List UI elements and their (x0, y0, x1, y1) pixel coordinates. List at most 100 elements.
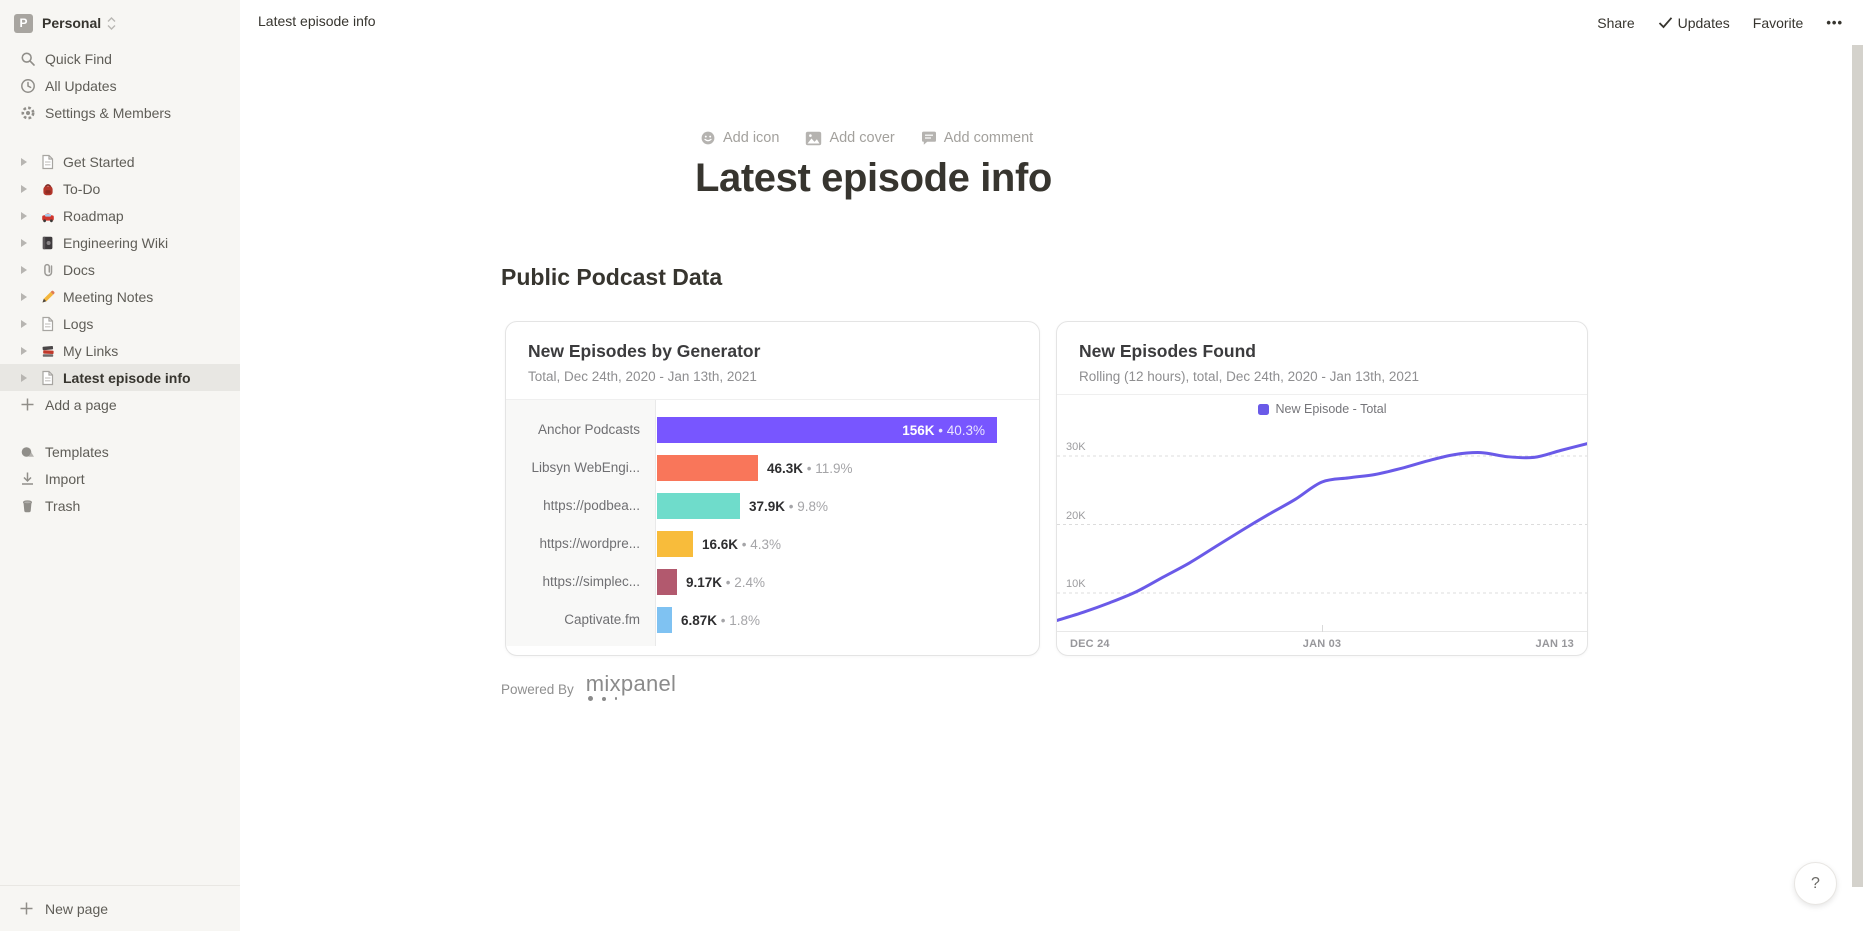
section-heading[interactable]: Public Podcast Data (501, 264, 723, 290)
y-tick-label: 10K (1066, 578, 1086, 590)
bar-value-label: 16.6K • 4.3% (702, 537, 782, 552)
bar (657, 607, 672, 633)
topbar-actions: Share Updates Favorite ••• (1597, 0, 1843, 45)
x-tick-label: JAN 13 (1535, 638, 1574, 650)
bar-chart-header: New Episodes by Generator Total, Dec 24t… (506, 322, 1039, 384)
bar-category-label: https://simplec... (542, 574, 640, 589)
line-chart-plot: 10K 20K 30K (1057, 421, 1587, 631)
backpack-icon (39, 180, 56, 197)
document-icon (39, 315, 56, 332)
vertical-scrollbar[interactable] (1852, 45, 1863, 887)
breadcrumb[interactable]: Latest episode info (258, 13, 376, 29)
sidebar-item-settings-members[interactable]: Settings & Members (0, 99, 240, 126)
y-tick-label: 20K (1066, 509, 1086, 522)
bar-chart-label-column: Anchor Podcasts Libsyn WebEngi... https://… (506, 400, 656, 646)
notebook-icon (39, 234, 56, 251)
line-chart-title: New Episodes Found (1079, 341, 1256, 361)
sidebar-page-meeting-notes[interactable]: Meeting Notes (0, 283, 240, 310)
bar (657, 493, 740, 519)
sidebar-page-get-started[interactable]: Get Started (0, 148, 240, 175)
sidebar-page-my-links[interactable]: My Links (0, 337, 240, 364)
divider (506, 399, 1039, 400)
bar-value-label: 46.3K • 11.9% (767, 461, 853, 476)
more-options-button[interactable]: ••• (1826, 15, 1843, 30)
add-icon-button[interactable]: Add icon (700, 130, 779, 146)
books-icon (39, 342, 56, 359)
pencil-icon (39, 288, 56, 305)
sidebar-item-templates[interactable]: Templates (0, 438, 240, 465)
help-button[interactable]: ? (1794, 862, 1837, 905)
line-series (1057, 442, 1587, 622)
expand-toggle-icon[interactable] (21, 373, 27, 382)
line-chart-header: New Episodes Found Rolling (12 hours), t… (1057, 322, 1587, 384)
new-page-button[interactable]: New page (0, 886, 240, 931)
updates-button[interactable]: Updates (1658, 15, 1730, 31)
sidebar-page-to-do[interactable]: To-Do (0, 175, 240, 202)
sidebar-item-quick-find[interactable]: Quick Find (0, 45, 240, 72)
page-title[interactable]: Latest episode info (695, 156, 1052, 200)
sidebar-page-logs[interactable]: Logs (0, 310, 240, 337)
expand-toggle-icon[interactable] (21, 238, 27, 247)
favorite-button[interactable]: Favorite (1752, 14, 1804, 31)
workspace-expand-icon (107, 16, 116, 30)
powered-by-mixpanel-link[interactable]: Powered By mixpanel (501, 672, 676, 706)
x-tick-mark (1322, 625, 1323, 632)
add-comment-button[interactable]: Add comment (921, 130, 1033, 146)
powered-by-label: Powered By (501, 681, 574, 697)
add-a-page-button[interactable]: Add a page (0, 391, 240, 418)
import-icon (19, 470, 36, 487)
top-bar: Latest episode info Share Updates Favori… (240, 0, 1863, 45)
templates-icon (19, 443, 36, 460)
line-chart-subtitle: Rolling (12 hours), total, Dec 24th, 202… (1079, 369, 1419, 384)
expand-toggle-icon[interactable] (21, 292, 27, 301)
add-cover-button[interactable]: Add cover (805, 130, 895, 146)
line-chart-svg (1057, 442, 1587, 622)
sidebar-page-engineering-wiki[interactable]: Engineering Wiki (0, 229, 240, 256)
sidebar: P Personal Quick Find All Updates Settin… (0, 0, 240, 931)
sidebar-item-import[interactable]: Import (0, 465, 240, 492)
x-tick-label: JAN 03 (1302, 638, 1342, 650)
page-decoration-actions: Add icon Add cover Add comment (700, 130, 1033, 146)
bar-category-label: Libsyn WebEngi... (531, 460, 640, 475)
plus-icon (19, 901, 34, 916)
trash-icon (19, 497, 36, 514)
sidebar-item-trash[interactable]: Trash (0, 492, 240, 519)
bar-value-label: 156K • 40.3% (902, 423, 985, 438)
sidebar-divider (0, 885, 240, 886)
sidebar-item-all-updates[interactable]: All Updates (0, 72, 240, 99)
sidebar-page-roadmap[interactable]: Roadmap (0, 202, 240, 229)
expand-toggle-icon[interactable] (21, 184, 27, 193)
sidebar-page-docs[interactable]: Docs (0, 256, 240, 283)
bar-chart-subtitle: Total, Dec 24th, 2020 - Jan 13th, 2021 (528, 369, 757, 384)
expand-toggle-icon[interactable] (21, 265, 27, 274)
expand-toggle-icon[interactable] (21, 157, 27, 166)
share-button[interactable]: Share (1597, 14, 1635, 31)
plus-icon (19, 396, 36, 413)
line-chart-card: New Episodes Found Rolling (12 hours), t… (1056, 321, 1588, 656)
clock-icon (19, 77, 36, 94)
workspace-switcher[interactable]: P Personal (0, 8, 240, 38)
expand-toggle-icon[interactable] (21, 211, 27, 220)
line-chart-x-axis: DEC 24 JAN 03 JAN 13 (1057, 625, 1587, 656)
bar-value-label: 9.17K • 2.4% (686, 575, 766, 590)
legend-swatch (1257, 403, 1269, 415)
bar-chart-title: New Episodes by Generator (528, 341, 761, 361)
sidebar-page-latest-episode-info[interactable]: Latest episode info (0, 364, 240, 391)
bar-category-label: Anchor Podcasts (537, 422, 640, 437)
mixpanel-logo-dots (587, 696, 618, 701)
car-icon (39, 207, 56, 224)
bar (657, 531, 693, 557)
x-tick-label: DEC 24 (1070, 638, 1110, 650)
expand-toggle-icon[interactable] (21, 319, 27, 328)
search-icon (19, 50, 36, 67)
y-tick-label: 30K (1066, 441, 1086, 453)
mixpanel-logo: mixpanel (586, 672, 676, 706)
document-icon (39, 369, 56, 386)
check-icon (1658, 16, 1673, 29)
expand-toggle-icon[interactable] (21, 346, 27, 355)
paperclip-icon (39, 261, 56, 278)
workspace-name: Personal (42, 15, 102, 31)
bar-category-label: Captivate.fm (564, 612, 640, 627)
divider (1057, 394, 1587, 395)
bar-category-label: https://podbea... (543, 498, 640, 513)
